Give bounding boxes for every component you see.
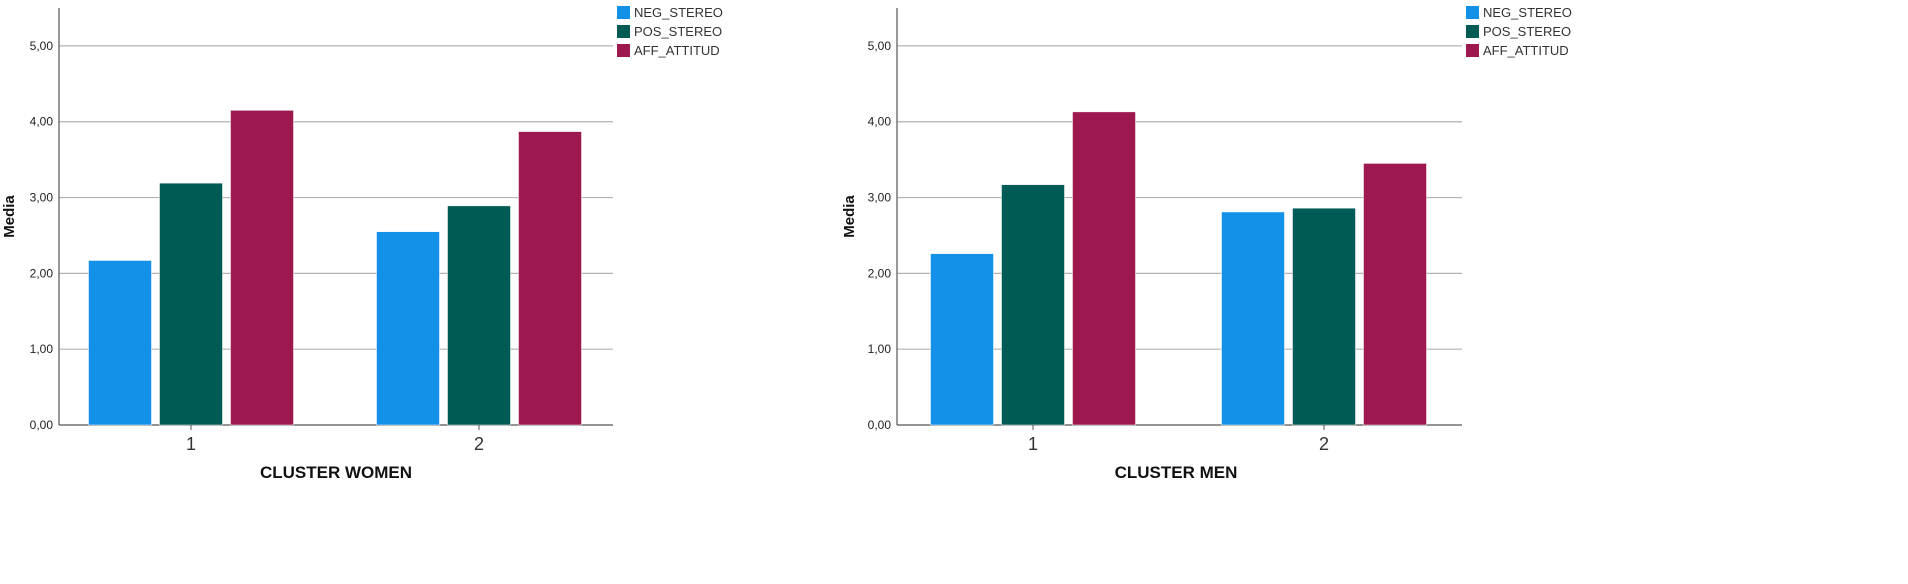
x-tick-label: 1: [186, 434, 196, 454]
legend-label: AFF_ATTITUD: [1483, 43, 1569, 58]
legend-label: POS_STEREO: [634, 24, 722, 39]
legend: NEG_STEREO POS_STEREO AFF_ATTITUD: [617, 5, 723, 58]
y-tick-label: 0,00: [868, 418, 892, 432]
y-tick-label: 4,00: [30, 115, 54, 129]
legend-swatch-pos-stereo: [1466, 25, 1479, 38]
y-tick-label: 0,00: [30, 418, 54, 432]
y-tick-label: 2,00: [868, 266, 892, 280]
y-tick-label: 1,00: [868, 342, 892, 356]
bar-aff-attitud-cluster-2: [518, 131, 582, 426]
bar-pos-stereo-cluster-2: [1292, 207, 1356, 426]
legend-swatch-aff-attitud: [1466, 44, 1479, 57]
bar-neg-stereo-cluster-2: [1221, 211, 1285, 426]
legend-label: AFF_ATTITUD: [634, 43, 720, 58]
x-tick-label: 2: [1319, 434, 1329, 454]
x-axis-label: CLUSTER WOMEN: [260, 463, 412, 482]
legend: NEG_STEREO POS_STEREO AFF_ATTITUD: [1466, 5, 1572, 58]
legend-swatch-aff-attitud: [617, 44, 630, 57]
bar-aff-attitud-cluster-1: [1072, 111, 1136, 426]
x-tick-label: 1: [1028, 434, 1038, 454]
legend-swatch-neg-stereo: [617, 6, 630, 19]
x-axis-label: CLUSTER MEN: [1115, 463, 1238, 482]
bar-pos-stereo-cluster-1: [159, 182, 223, 426]
bar-neg-stereo-cluster-1: [88, 260, 152, 426]
y-tick-label: 4,00: [868, 115, 892, 129]
legend-swatch-neg-stereo: [1466, 6, 1479, 19]
legend-swatch-pos-stereo: [617, 25, 630, 38]
y-tick-label: 1,00: [30, 342, 54, 356]
y-tick-label: 5,00: [868, 39, 892, 53]
y-axis-label: Media: [1, 195, 18, 238]
legend-label: POS_STEREO: [1483, 24, 1571, 39]
bar-neg-stereo-cluster-1: [930, 253, 994, 426]
legend-label: NEG_STEREO: [634, 5, 723, 20]
chart-women: 0,00 1,00 2,00 3,00 4,00 5,00 1 2 Media CLUSTER W…: [1, 5, 723, 482]
legend-label: NEG_STEREO: [1483, 5, 1572, 20]
bar-pos-stereo-cluster-1: [1001, 184, 1065, 426]
chart-men: 0,00 1,00 2,00 3,00 4,00 5,00 1 2 Media CLUSTER M…: [841, 5, 1572, 482]
y-tick-label: 3,00: [868, 191, 892, 205]
bar-neg-stereo-cluster-2: [376, 231, 440, 426]
bar-aff-attitud-cluster-2: [1363, 163, 1427, 426]
y-tick-label: 5,00: [30, 39, 54, 53]
y-tick-label: 3,00: [30, 191, 54, 205]
bar-aff-attitud-cluster-1: [230, 110, 294, 426]
bar-pos-stereo-cluster-2: [447, 205, 511, 426]
y-tick-label: 2,00: [30, 266, 54, 280]
y-axis-label: Media: [841, 195, 858, 238]
x-tick-label: 2: [474, 434, 484, 454]
